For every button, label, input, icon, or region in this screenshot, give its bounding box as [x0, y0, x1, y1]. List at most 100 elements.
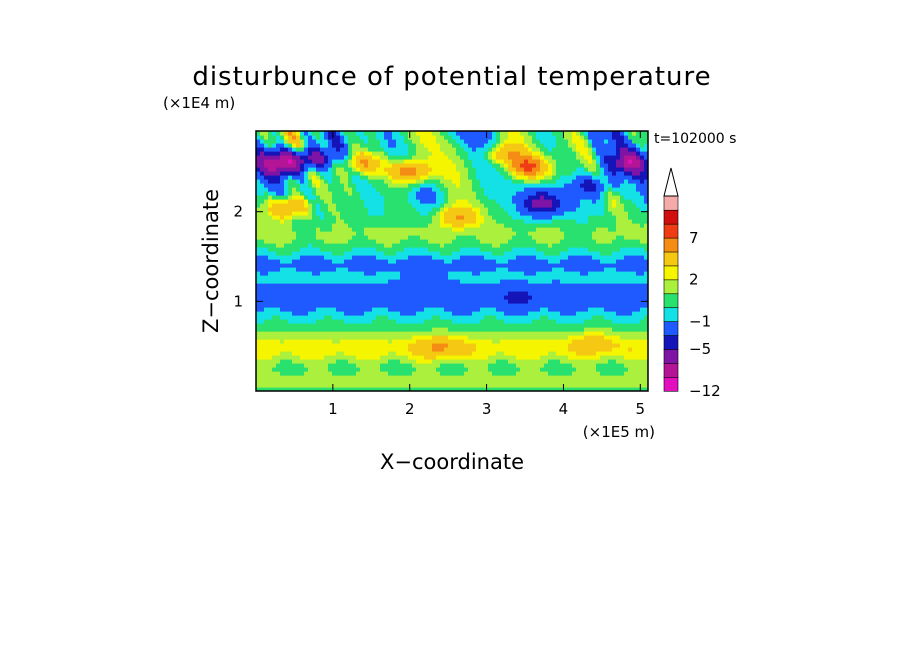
contour-cell: [308, 235, 313, 240]
contour-cell: [472, 179, 477, 184]
contour-cell: [456, 255, 461, 260]
contour-cell: [384, 347, 389, 352]
contour-cell: [308, 319, 313, 324]
contour-cell: [556, 199, 561, 204]
contour-cell: [464, 215, 469, 220]
contour-cell: [308, 351, 313, 356]
contour-cell: [460, 267, 465, 272]
contour-cell: [432, 191, 437, 196]
contour-cell: [352, 371, 357, 376]
contour-cell: [360, 355, 365, 360]
contour-cell: [512, 279, 517, 284]
contour-cell: [444, 383, 449, 388]
contour-cell: [428, 227, 433, 232]
contour-cell: [344, 239, 349, 244]
contour-cell: [520, 279, 525, 284]
contour-cell: [344, 167, 349, 172]
contour-cell: [544, 235, 549, 240]
contour-cell: [384, 335, 389, 340]
contour-cell: [420, 215, 425, 220]
contour-cell: [344, 323, 349, 328]
contour-cell: [272, 343, 277, 348]
contour-cell: [388, 223, 393, 228]
contour-cell: [512, 199, 517, 204]
contour-cell: [548, 227, 553, 232]
contour-cell: [436, 191, 441, 196]
contour-cell: [392, 303, 397, 308]
contour-cell: [432, 159, 437, 164]
contour-cell: [400, 327, 405, 332]
contour-cell: [276, 339, 281, 344]
contour-cell: [472, 243, 477, 248]
contour-cell: [516, 199, 521, 204]
contour-cell: [516, 295, 521, 300]
contour-cell: [476, 183, 481, 188]
contour-cell: [300, 231, 305, 236]
contour-cell: [504, 187, 509, 192]
contour-cell: [320, 339, 325, 344]
contour-cell: [296, 343, 301, 348]
contour-cell: [436, 351, 441, 356]
contour-cell: [372, 367, 377, 372]
contour-cell: [340, 359, 345, 364]
contour-cell: [288, 211, 293, 216]
contour-cell: [496, 259, 501, 264]
contour-cell: [436, 327, 441, 332]
contour-cell: [256, 179, 261, 184]
contour-cell: [532, 251, 537, 256]
contour-cell: [488, 231, 493, 236]
contour-cell: [344, 291, 349, 296]
contour-cell: [484, 367, 489, 372]
contour-cell: [476, 243, 481, 248]
contour-cell: [352, 267, 357, 272]
contour-cell: [412, 311, 417, 316]
contour-cell: [556, 279, 561, 284]
contour-cell: [536, 155, 541, 160]
contour-cell: [452, 175, 457, 180]
contour-cell: [352, 183, 357, 188]
contour-cell: [424, 359, 429, 364]
contour-cell: [552, 179, 557, 184]
contour-cell: [412, 343, 417, 348]
contour-cell: [528, 283, 533, 288]
contour-cell: [268, 175, 273, 180]
contour-cell: [532, 287, 537, 292]
contour-cell: [300, 135, 305, 140]
contour-cell: [560, 255, 565, 260]
contour-cell: [532, 219, 537, 224]
contour-cell: [560, 215, 565, 220]
contour-cell: [548, 179, 553, 184]
contour-cell: [312, 175, 317, 180]
contour-cell: [288, 227, 293, 232]
contour-cell: [280, 319, 285, 324]
contour-cell: [524, 267, 529, 272]
contour-cell: [508, 183, 513, 188]
contour-cell: [412, 371, 417, 376]
contour-cell: [336, 315, 341, 320]
contour-cell: [548, 327, 553, 332]
contour-cell: [504, 367, 509, 372]
contour-cell: [280, 283, 285, 288]
contour-cell: [404, 259, 409, 264]
contour-cell: [364, 147, 369, 152]
contour-cell: [484, 375, 489, 380]
contour-cell: [408, 315, 413, 320]
contour-cell: [392, 299, 397, 304]
contour-cell: [324, 255, 329, 260]
contour-cell: [372, 295, 377, 300]
contour-cell: [308, 195, 313, 200]
contour-cell: [292, 315, 297, 320]
contour-cell: [388, 219, 393, 224]
contour-cell: [384, 131, 389, 136]
contour-cell: [384, 239, 389, 244]
contour-cell: [528, 363, 533, 368]
contour-cell: [392, 175, 397, 180]
contour-cell: [284, 331, 289, 336]
contour-cell: [308, 203, 313, 208]
contour-cell: [444, 239, 449, 244]
contour-cell: [544, 243, 549, 248]
contour-cell: [380, 335, 385, 340]
contour-cell: [540, 235, 545, 240]
contour-cell: [476, 367, 481, 372]
contour-cell: [448, 215, 453, 220]
